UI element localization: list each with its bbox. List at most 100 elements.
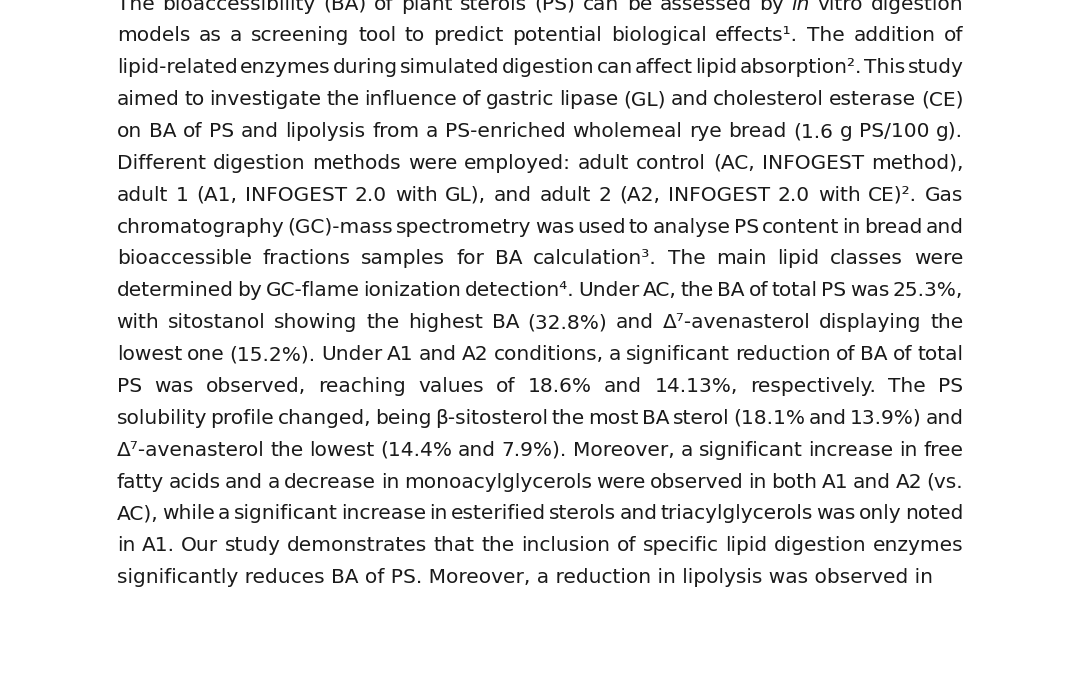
Text: This: This bbox=[864, 58, 905, 78]
Text: decrease: decrease bbox=[284, 472, 376, 491]
Text: Δ⁷-avenasterol: Δ⁷-avenasterol bbox=[117, 441, 265, 460]
Text: of: of bbox=[944, 26, 963, 45]
Text: investigate: investigate bbox=[210, 90, 322, 109]
Text: with: with bbox=[818, 186, 861, 205]
Text: sterols: sterols bbox=[460, 0, 527, 14]
Text: significant: significant bbox=[626, 345, 730, 364]
Text: the: the bbox=[366, 313, 400, 332]
Text: noted: noted bbox=[905, 504, 963, 523]
Text: esterified: esterified bbox=[450, 504, 545, 523]
Text: lipolysis: lipolysis bbox=[285, 122, 365, 141]
Text: and: and bbox=[494, 186, 532, 205]
Text: was: was bbox=[816, 504, 855, 523]
Text: inclusion: inclusion bbox=[521, 536, 610, 556]
Text: lowest: lowest bbox=[117, 345, 181, 364]
Text: PS/100: PS/100 bbox=[860, 122, 930, 141]
Text: in: in bbox=[117, 536, 135, 556]
Text: significant: significant bbox=[233, 504, 337, 523]
Text: assessed: assessed bbox=[660, 0, 752, 14]
Text: by: by bbox=[238, 281, 262, 300]
Text: The: The bbox=[667, 250, 705, 269]
Text: (GC)-mass: (GC)-mass bbox=[287, 217, 393, 237]
Text: being: being bbox=[375, 409, 431, 428]
Text: lipid: lipid bbox=[696, 58, 738, 78]
Text: of: of bbox=[374, 0, 393, 14]
Text: sterol: sterol bbox=[673, 409, 730, 428]
Text: 18.6%: 18.6% bbox=[528, 377, 592, 396]
Text: tool: tool bbox=[359, 26, 396, 45]
Text: PS-enriched: PS-enriched bbox=[445, 122, 566, 141]
Text: of: of bbox=[183, 122, 202, 141]
Text: screening: screening bbox=[251, 26, 350, 45]
Text: of: of bbox=[462, 90, 482, 109]
Text: (BA): (BA) bbox=[323, 0, 366, 14]
Text: lipid: lipid bbox=[725, 536, 767, 556]
Text: content: content bbox=[761, 217, 839, 237]
Text: sitostanol: sitostanol bbox=[168, 313, 266, 332]
Text: cholesterol: cholesterol bbox=[713, 90, 824, 109]
Text: 1: 1 bbox=[176, 186, 189, 205]
Text: (PS): (PS) bbox=[535, 0, 576, 14]
Text: highest: highest bbox=[408, 313, 483, 332]
Text: INFOGEST: INFOGEST bbox=[761, 154, 864, 173]
Text: BA: BA bbox=[642, 409, 670, 428]
Text: classes: classes bbox=[831, 250, 903, 269]
Text: digestion: digestion bbox=[773, 536, 866, 556]
Text: Moreover,: Moreover, bbox=[572, 441, 675, 460]
Text: with: with bbox=[117, 313, 160, 332]
Text: spectrometry: spectrometry bbox=[396, 217, 531, 237]
Text: samples: samples bbox=[361, 250, 445, 269]
Text: digestion: digestion bbox=[501, 58, 594, 78]
Text: increase: increase bbox=[808, 441, 893, 460]
Text: (A2,: (A2, bbox=[620, 186, 660, 205]
Text: and: and bbox=[458, 441, 496, 460]
Text: in: in bbox=[792, 0, 810, 14]
Text: monoacylglycerols: monoacylglycerols bbox=[404, 472, 592, 491]
Text: were: were bbox=[596, 472, 646, 491]
Text: 2: 2 bbox=[598, 186, 611, 205]
Text: AC),: AC), bbox=[117, 504, 159, 523]
Text: fractions: fractions bbox=[262, 250, 350, 269]
Text: main: main bbox=[716, 250, 767, 269]
Text: both: both bbox=[771, 472, 818, 491]
Text: simulated: simulated bbox=[400, 58, 499, 78]
Text: and: and bbox=[926, 217, 963, 237]
Text: BA: BA bbox=[717, 281, 745, 300]
Text: aimed: aimed bbox=[117, 90, 179, 109]
Text: in: in bbox=[748, 472, 767, 491]
Text: and: and bbox=[620, 504, 658, 523]
Text: addition: addition bbox=[853, 26, 935, 45]
Text: and: and bbox=[616, 313, 654, 332]
Text: The: The bbox=[888, 377, 926, 396]
Text: lowest: lowest bbox=[309, 441, 375, 460]
Text: and: and bbox=[853, 472, 891, 491]
Text: A1: A1 bbox=[388, 345, 414, 364]
Text: while: while bbox=[162, 504, 215, 523]
Text: Under: Under bbox=[321, 345, 382, 364]
Text: g).: g). bbox=[936, 122, 963, 141]
Text: PS: PS bbox=[939, 377, 963, 396]
Text: and: and bbox=[671, 90, 708, 109]
Text: was: was bbox=[850, 281, 889, 300]
Text: The: The bbox=[807, 26, 845, 45]
Text: enzymes: enzymes bbox=[873, 536, 963, 556]
Text: β-sitosterol: β-sitosterol bbox=[435, 409, 548, 428]
Text: rye: rye bbox=[689, 122, 721, 141]
Text: be: be bbox=[626, 0, 652, 14]
Text: in: in bbox=[900, 441, 918, 460]
Text: adult: adult bbox=[117, 186, 168, 205]
Text: 13.9%): 13.9%) bbox=[850, 409, 922, 428]
Text: the: the bbox=[482, 536, 514, 556]
Text: (15.2%).: (15.2%). bbox=[230, 345, 315, 364]
Text: adult: adult bbox=[578, 154, 630, 173]
Text: Under: Under bbox=[578, 281, 639, 300]
Text: BA: BA bbox=[495, 250, 523, 269]
Text: AC,: AC, bbox=[643, 281, 677, 300]
Text: and: and bbox=[241, 122, 279, 141]
Text: in: in bbox=[842, 217, 861, 237]
Text: fatty: fatty bbox=[117, 472, 164, 491]
Text: from: from bbox=[373, 122, 419, 141]
Text: bioaccessible: bioaccessible bbox=[117, 250, 252, 269]
Text: and: and bbox=[419, 345, 457, 364]
Text: Different: Different bbox=[117, 154, 205, 173]
